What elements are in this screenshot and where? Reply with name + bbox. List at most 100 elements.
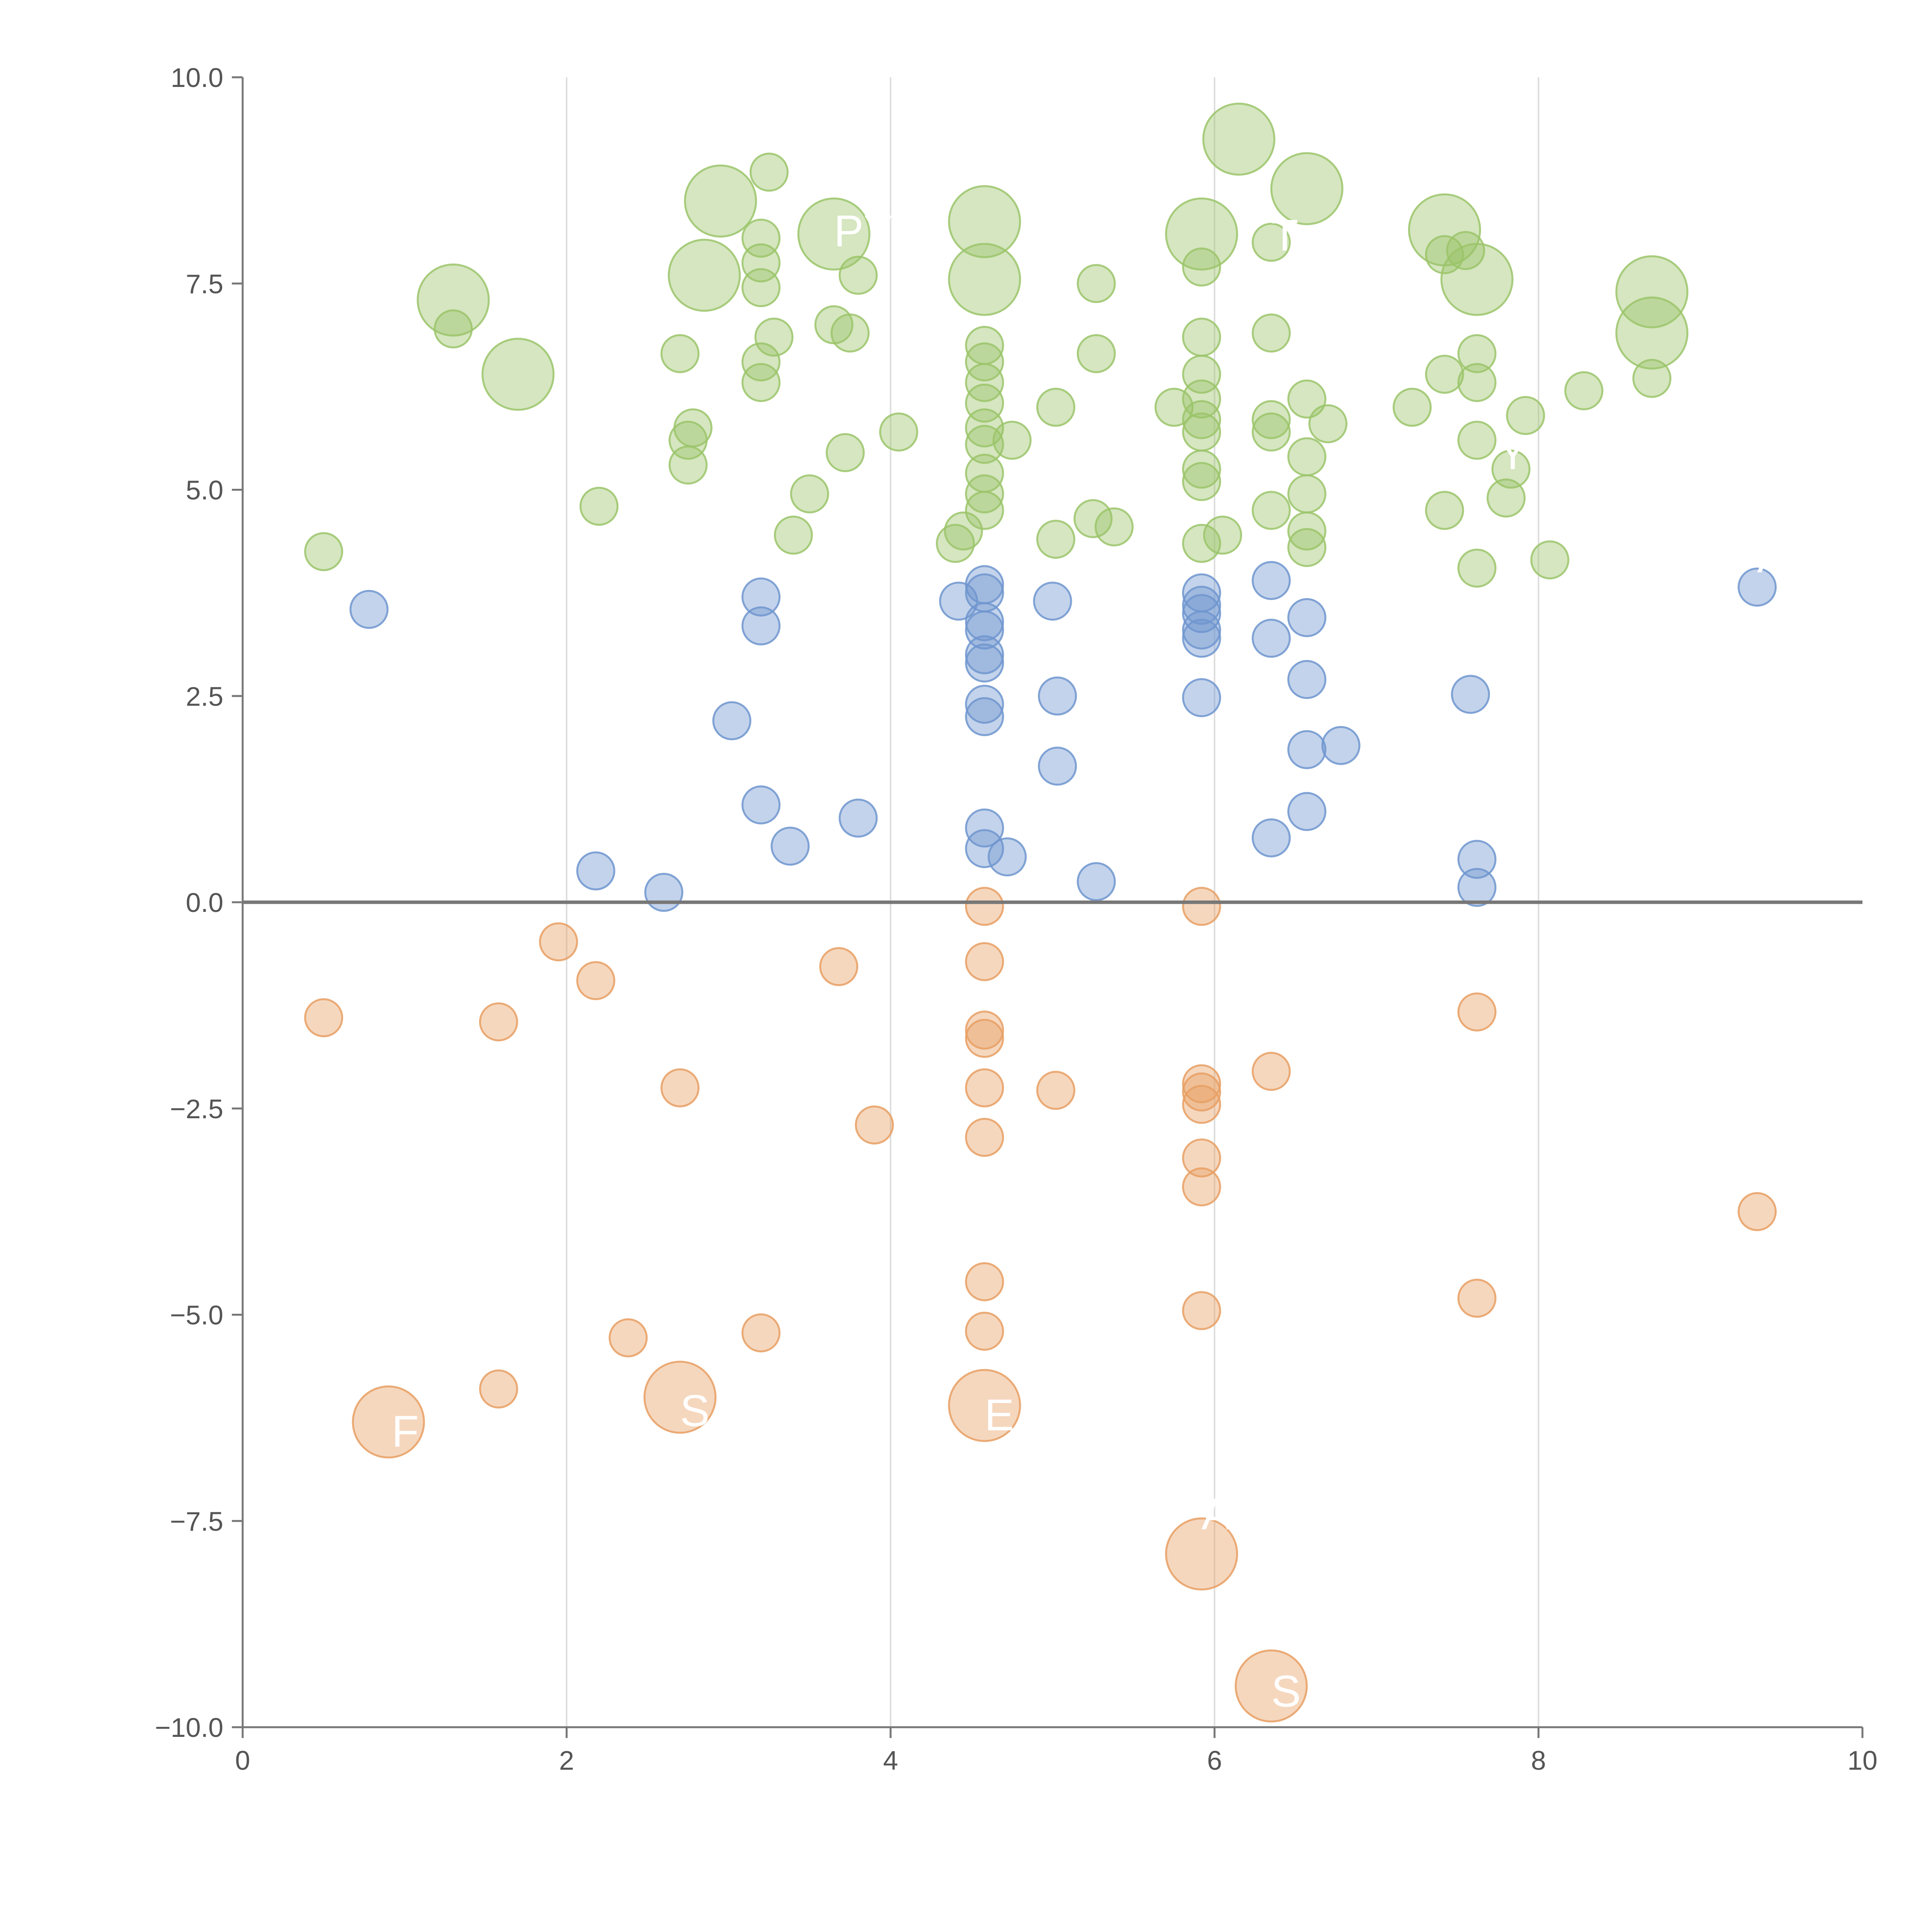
green-bubble [992,420,1032,460]
blue-bubble [1287,730,1327,769]
blue-bubble [712,701,752,740]
green-bubble [1182,449,1221,489]
y-tick-label: 0.0 [186,888,223,918]
blue-bubble [965,643,1004,683]
x-tick-label: 8 [1531,1745,1546,1776]
green-bubble [825,433,865,472]
orange-bubble [539,922,578,961]
orange-bubble [965,1262,1004,1301]
green-bubble [1077,264,1116,303]
green-bubble [1457,334,1497,373]
green-bubble [830,313,870,353]
blue-bubble [1182,678,1221,718]
green-bubble [1202,102,1276,176]
y-tick-label: 5.0 [186,475,223,505]
blue-bubble [965,573,1004,612]
y-tick-label: −10.0 [155,1713,223,1743]
green-bubble [948,243,1021,316]
orange-bubble [1182,1167,1221,1207]
orange-bubble [1182,1085,1221,1124]
green-bubble [741,342,781,382]
orange-bubble [1165,1517,1238,1591]
orange-bubble [965,942,1004,981]
green-bubble [741,218,781,258]
blue-bubble [1077,862,1116,901]
green-bubble [1440,243,1514,316]
blue-bubble [988,837,1027,877]
orange-bubble [965,1311,1004,1351]
blue-bubble [1182,585,1221,625]
blue-bubble [770,827,810,866]
orange-bubble [1738,1192,1777,1231]
green-bubble [1182,318,1221,357]
bubble-annotation: A [1202,1490,1231,1539]
blue-bubble [1182,573,1221,612]
orange-bubble [660,1068,700,1107]
green-bubble [754,318,794,357]
orange-bubble [855,1105,894,1145]
orange-bubble [965,887,1004,926]
blue-bubble [1457,840,1497,879]
green-bubble [944,511,983,551]
green-bubble [1287,528,1327,567]
blue-bubble [1321,726,1361,765]
green-bubble [879,412,918,452]
bubble-annotation: S [1271,1667,1301,1716]
blue-bubble [1738,567,1777,607]
orange-bubble [352,1385,425,1459]
blue-bubble [1252,561,1291,600]
blue-bubble [965,685,1004,724]
x-tick-label: 4 [883,1745,898,1776]
y-tick-label: 2.5 [186,681,223,711]
green-bubble [1203,515,1242,555]
blue-bubble [965,829,1004,868]
green-bubble [1446,231,1485,270]
orange-bubble [1235,1649,1308,1723]
orange-bubble [948,1369,1021,1442]
orange-bubble [819,947,859,986]
blue-bubble [965,808,1004,848]
blue-bubble [741,606,781,646]
green-bubble [481,338,555,411]
green-bubble [965,326,1004,365]
blue-bubble [349,590,389,629]
green-bubble [1457,363,1497,402]
orange-bubble [643,1361,717,1434]
green-bubble [1036,388,1075,427]
bubble-annotation: A [1757,532,1787,582]
orange-bubble [1182,1072,1221,1112]
bubble-annotation: PYF [834,207,920,256]
y-tick-label: −7.5 [170,1506,223,1536]
orange-bubble [609,1318,648,1357]
bubble-annotation: Y [1498,429,1528,479]
orange-bubble [965,1010,1004,1050]
green-bubble [1182,247,1221,287]
orange-bubble [1182,1064,1221,1104]
green-bubble [1425,355,1464,394]
x-tick-label: 6 [1207,1745,1222,1776]
blue-bubble [1252,619,1291,658]
orange-bubble [576,961,616,1000]
bubble-annotation: T [1271,211,1298,260]
green-bubble [668,238,741,312]
x-tick-label: 10 [1847,1745,1878,1776]
green-bubble [838,255,878,295]
orange-bubble [479,1002,518,1042]
green-bubble [1077,334,1116,373]
green-bubble [304,532,344,571]
bubble-label-layer: F S E A S PYF T Y A [392,207,1787,1716]
green-bubble [1182,400,1221,439]
green-bubble [948,185,1021,259]
green-bubble [1252,400,1291,439]
y-tick-label: 10.0 [171,63,223,93]
blue-bubble [1287,660,1327,699]
x-tick-label: 2 [559,1745,574,1776]
green-bubble [1073,499,1113,538]
green-bubble [434,309,473,349]
green-bubble [1287,474,1327,514]
green-bubble [1182,524,1221,563]
green-bubble [1094,507,1134,547]
green-bubble [1530,540,1570,580]
green-bubble [673,408,713,447]
